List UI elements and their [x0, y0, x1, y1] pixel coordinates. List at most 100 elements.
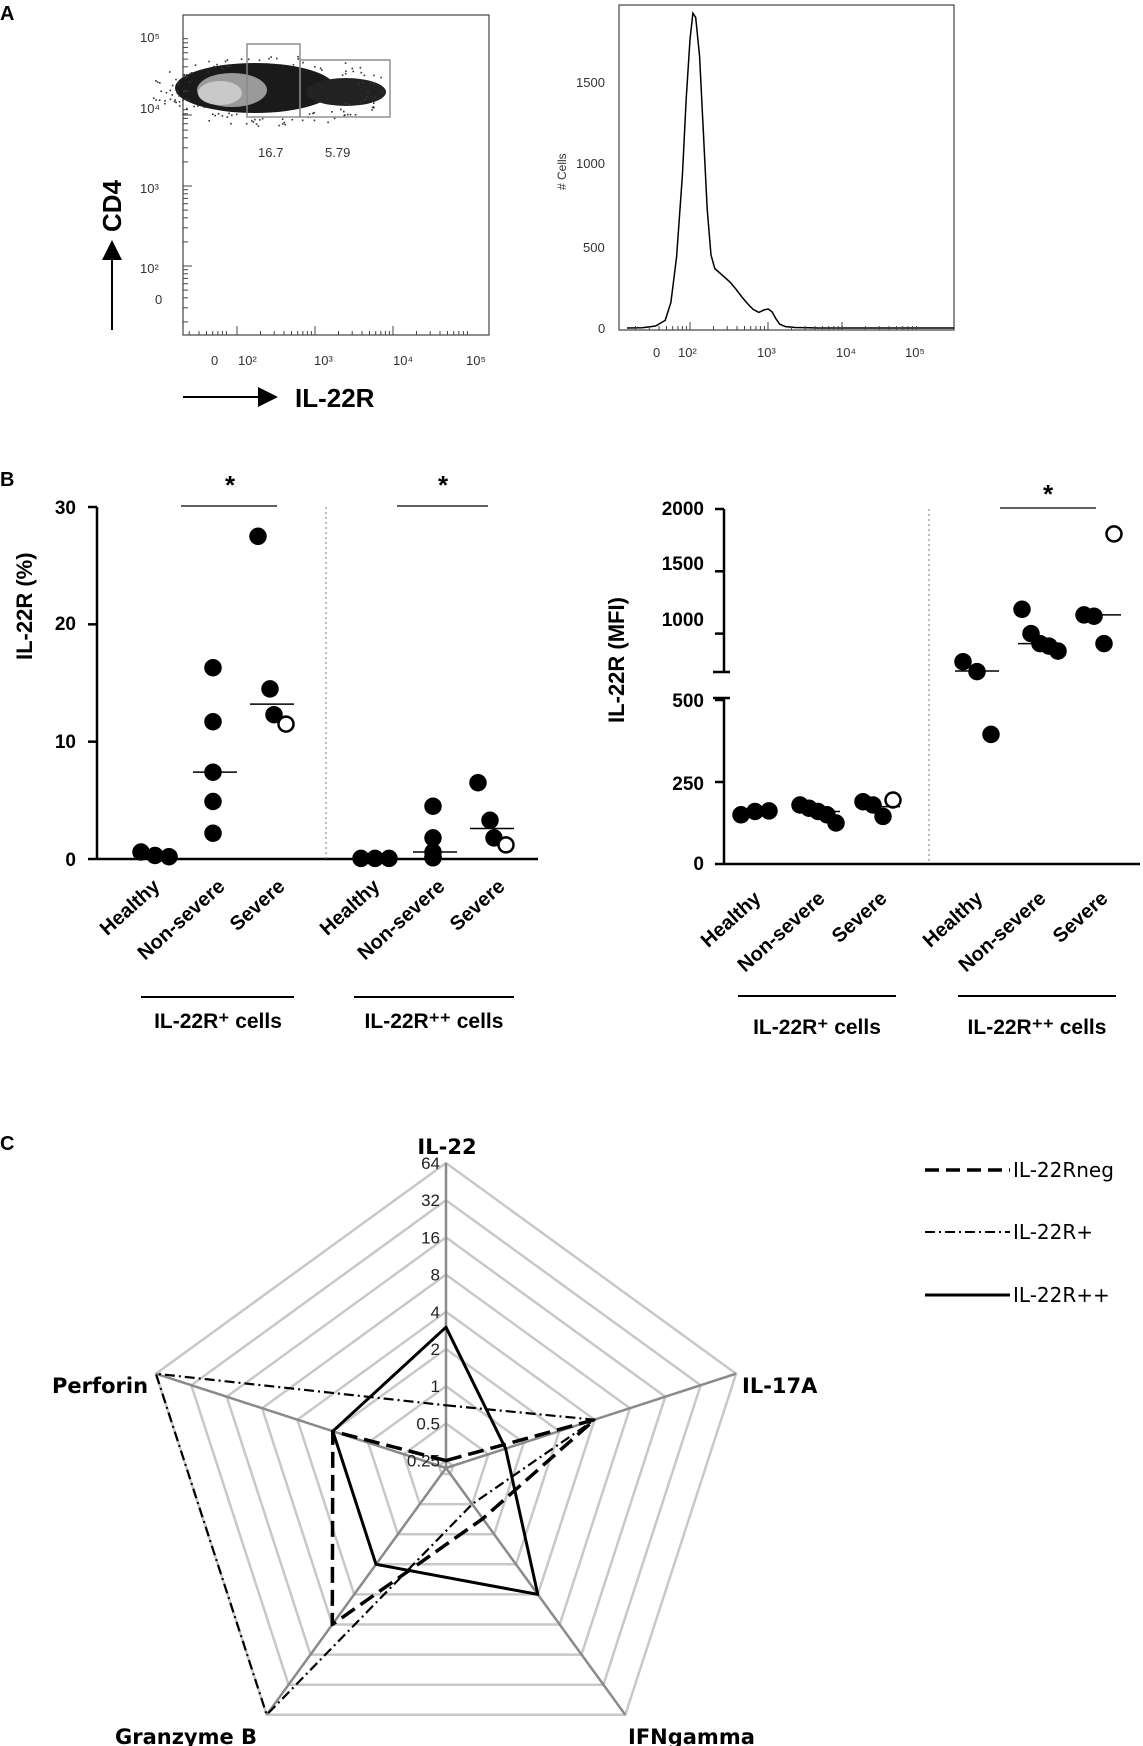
- facs-event: [345, 103, 348, 105]
- b1-ytick: 0: [65, 850, 76, 871]
- b2-ylabel: IL-22R (MFI): [604, 597, 629, 723]
- histogram-tick-marks: [635, 322, 917, 330]
- facs-event: [270, 56, 272, 58]
- b1-point: [481, 811, 499, 830]
- facs-event: [373, 102, 375, 104]
- facs-event: [160, 90, 162, 93]
- facs-event: [360, 71, 363, 74]
- facs-event: [203, 106, 206, 109]
- facs-event: [359, 101, 362, 104]
- facs-event: [230, 122, 232, 125]
- facs-ytick: 10⁴: [140, 101, 160, 116]
- b2-point: [874, 807, 892, 826]
- facs-event: [347, 113, 349, 116]
- facs-event: [331, 111, 333, 113]
- facs-xtick: 10⁵: [466, 353, 486, 368]
- facs-event: [292, 63, 295, 66]
- histogram-curve: [626, 11, 954, 329]
- b2-ytick: 1000: [662, 610, 704, 631]
- legend-label-neg: IL-22Rneg: [1013, 1158, 1114, 1182]
- facs-event: [212, 113, 214, 115]
- facs-event: [227, 66, 229, 68]
- facs-event: [301, 119, 304, 122]
- b2-group-plus: IL-22R⁺ cells: [753, 1016, 881, 1039]
- facs-event: [349, 113, 352, 116]
- facs-event: [314, 66, 316, 68]
- hist-ylabel: # Cells: [555, 153, 569, 190]
- radar-chart: IL-22 IL-17A IFNgamma Granzyme B Perfori…: [52, 1135, 1114, 1746]
- radar-spoke: [155, 1372, 447, 1470]
- facs-event: [367, 91, 370, 93]
- facs-event: [229, 65, 232, 68]
- facs-event: [321, 69, 323, 71]
- facs-ylabel: CD4: [97, 179, 127, 232]
- radar-axis-granzyme: Granzyme B: [115, 1725, 257, 1746]
- facs-event: [164, 102, 166, 105]
- facs-event: [281, 118, 284, 120]
- b1-significance: *: [225, 470, 236, 500]
- facs-event: [158, 99, 161, 101]
- b1-point: [160, 847, 178, 866]
- radar-tick-label: 16: [421, 1228, 440, 1247]
- facs-event: [313, 119, 316, 122]
- facs-event: [183, 91, 185, 93]
- facs-event: [362, 82, 365, 84]
- facs-ytick: 10³: [140, 181, 159, 196]
- b1-point: [204, 792, 222, 811]
- b1-point: [204, 824, 222, 842]
- facs-event: [258, 59, 261, 62]
- facs-event: [193, 105, 195, 108]
- b1-cat-severe-2: Severe: [446, 875, 509, 935]
- facs-event: [266, 63, 268, 65]
- facs-event: [344, 72, 347, 75]
- radar-axis-perforin: Perforin: [52, 1374, 148, 1398]
- facs-event: [348, 103, 350, 106]
- facs-event: [164, 100, 166, 102]
- facs-event: [191, 72, 193, 74]
- facs-event: [178, 105, 181, 107]
- facs-event: [345, 70, 347, 72]
- facs-frame: [182, 14, 490, 336]
- facs-event: [308, 113, 311, 115]
- facs-event: [254, 118, 256, 121]
- facs-event: [171, 84, 174, 87]
- facs-event: [281, 123, 284, 125]
- b2-ytick: 250: [672, 774, 704, 795]
- facs-event: [371, 109, 373, 111]
- b1-point: [132, 843, 150, 861]
- facs-event: [174, 99, 176, 101]
- facs-cloud-core: [198, 81, 242, 105]
- facs-event: [252, 121, 255, 123]
- facs-event: [225, 64, 227, 67]
- b1-point: [261, 680, 279, 698]
- radar-grid-ring: [225, 1235, 667, 1656]
- facs-cloud-tail: [306, 78, 386, 106]
- radar-tick-label: 64: [421, 1154, 440, 1173]
- facs-event: [297, 55, 299, 58]
- facs-event: [240, 58, 243, 60]
- facs-event: [182, 99, 184, 101]
- facs-event: [221, 67, 223, 69]
- hist-xtick: 10³: [757, 345, 776, 360]
- b1-point: [204, 712, 222, 731]
- b2-point: [1095, 634, 1113, 653]
- facs-event: [189, 81, 191, 83]
- gate-value-plusplus: 5.79: [325, 145, 350, 160]
- facs-event: [373, 74, 375, 77]
- facs-event: [276, 57, 278, 60]
- facs-event: [351, 67, 354, 70]
- radar-grid-ring: [295, 1310, 597, 1596]
- gate-il22r-plusplus: [299, 59, 391, 118]
- b1-ytick: 20: [55, 614, 76, 635]
- facs-event: [381, 91, 383, 94]
- facs-event: [165, 91, 168, 94]
- b2-point: [954, 652, 972, 671]
- facs-event: [226, 59, 229, 61]
- b2-point: [827, 814, 845, 832]
- facs-event: [354, 114, 357, 116]
- facs-cell-cloud: [152, 55, 386, 127]
- facs-event: [236, 113, 238, 116]
- facs-event: [359, 94, 361, 96]
- facs-event: [312, 112, 314, 115]
- facs-xlabel: IL-22R: [295, 383, 375, 413]
